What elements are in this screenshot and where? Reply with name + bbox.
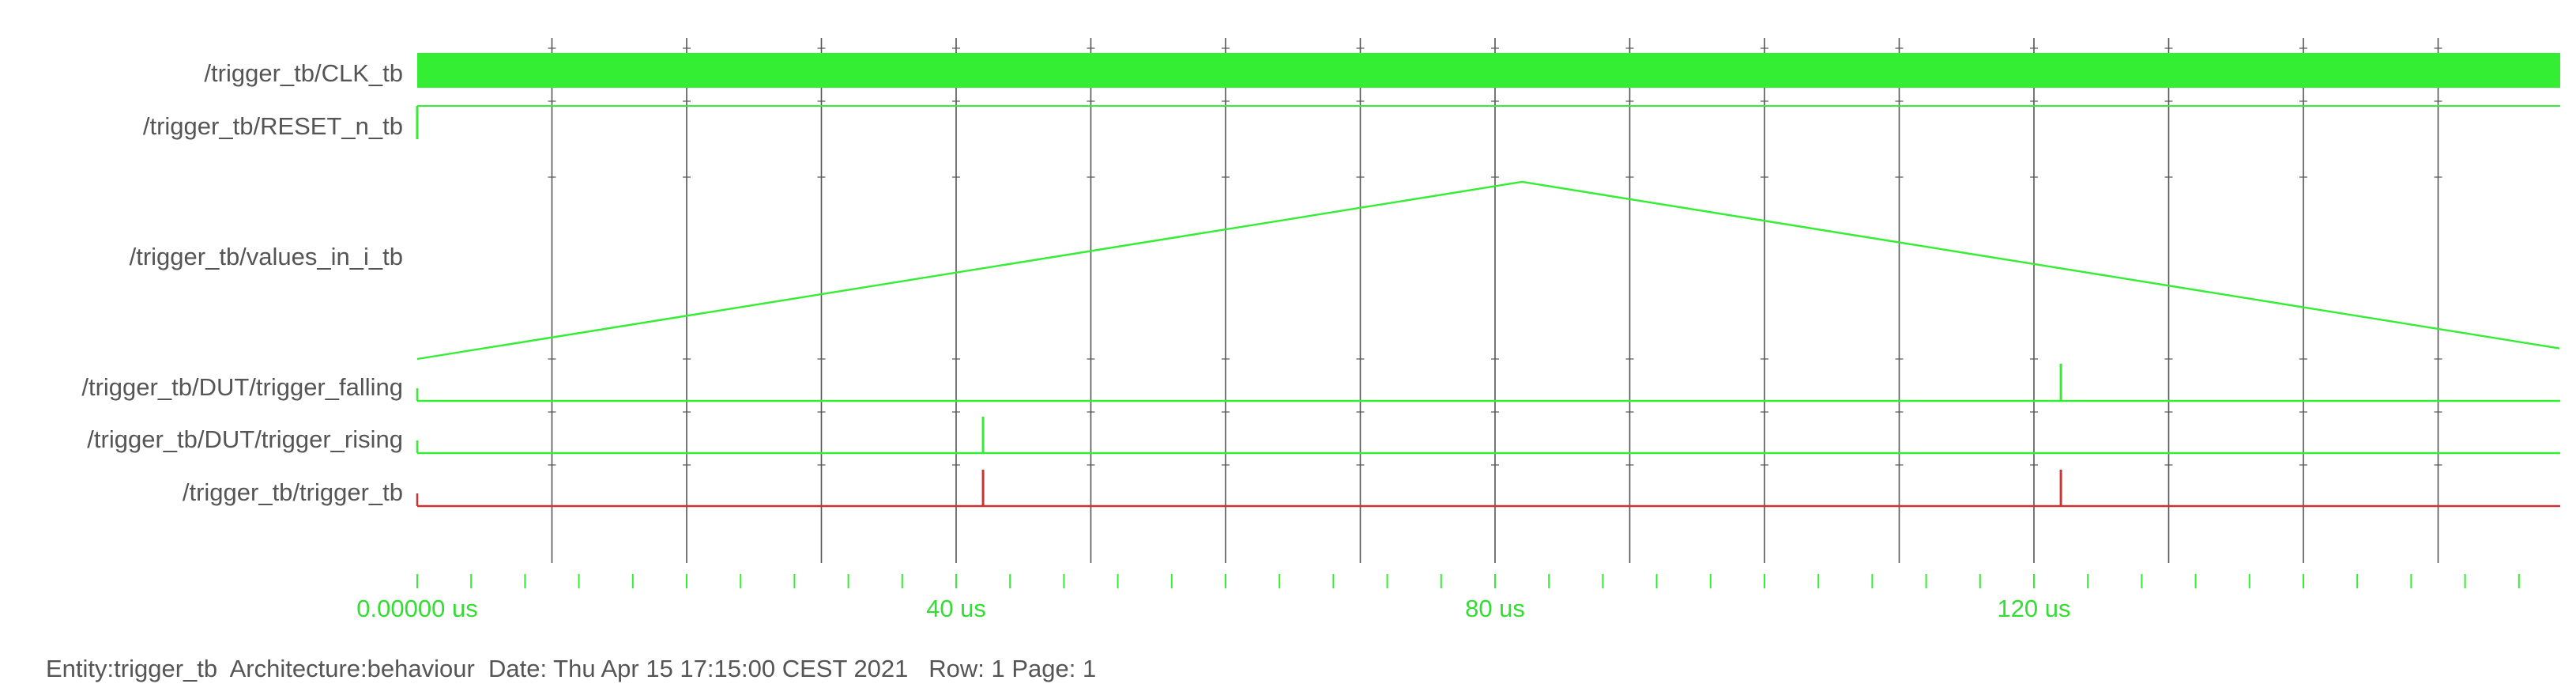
analog-waveform xyxy=(416,180,2560,361)
time-label: 40 us xyxy=(926,595,986,622)
signal-label: /trigger_tb/DUT/trigger_rising xyxy=(87,425,403,453)
time-label: 80 us xyxy=(1465,595,1525,622)
time-label: 0.00000 us xyxy=(356,595,477,622)
time-label: 120 us xyxy=(1997,595,2070,622)
clock-waveform xyxy=(417,53,2560,88)
signal-label: /trigger_tb/trigger_tb xyxy=(183,478,403,506)
footer-info: Entity:trigger_tb Architecture:behaviour… xyxy=(46,655,1097,682)
signal-waveforms xyxy=(416,53,2560,508)
signal-labels: /trigger_tb/CLK_tb/trigger_tb/RESET_n_tb… xyxy=(81,59,403,506)
signal-label: /trigger_tb/CLK_tb xyxy=(204,59,403,87)
grid-layer xyxy=(548,38,2442,563)
signal-label: /trigger_tb/values_in_i_tb xyxy=(130,243,403,270)
signal-label: /trigger_tb/DUT/trigger_falling xyxy=(81,373,403,401)
time-axis: 0.00000 us 40 us 80 us 120 us xyxy=(356,574,2520,622)
signal-label: /trigger_tb/RESET_n_tb xyxy=(143,112,403,140)
